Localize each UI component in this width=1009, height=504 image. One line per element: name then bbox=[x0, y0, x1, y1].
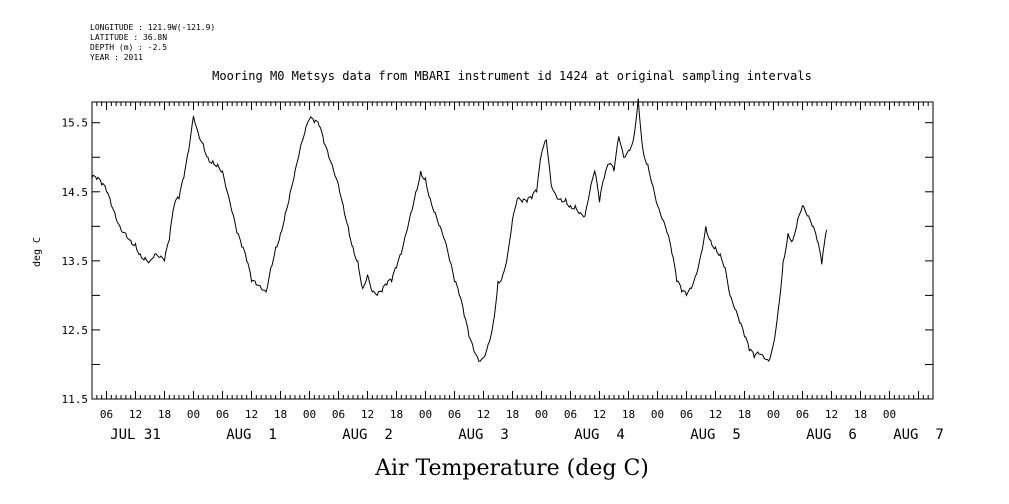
x-tick-label: 18 bbox=[506, 408, 519, 421]
x-axis: 06 12 18 00 06 12 18 00 06 12 18 00 06 12 18 00 06 12 18 00… bbox=[91, 102, 944, 443]
x-tick-label: 12 bbox=[825, 408, 838, 421]
depth-text: DEPTH (m) : -2.5 bbox=[90, 43, 167, 52]
x-tick-label: 12 bbox=[361, 408, 374, 421]
x-tick-label: 12 bbox=[593, 408, 606, 421]
x-tick-label: 06 bbox=[564, 408, 577, 421]
y-tick-label: 11.5 bbox=[62, 393, 89, 406]
x-tick-label: 12 bbox=[129, 408, 142, 421]
x-tick-label: 18 bbox=[390, 408, 403, 421]
x-tick-label: 12 bbox=[477, 408, 490, 421]
x-day-label: AUG 4 bbox=[574, 427, 625, 443]
x-day-label: AUG 5 bbox=[690, 427, 741, 443]
x-tick-label: 00 bbox=[651, 408, 664, 421]
y-tick-label: 12.5 bbox=[62, 324, 89, 337]
x-tick-label: 18 bbox=[274, 408, 287, 421]
x-day-label: AUG 3 bbox=[458, 427, 509, 443]
x-tick-label: 06 bbox=[796, 408, 809, 421]
year-text: YEAR : 2011 bbox=[90, 53, 143, 62]
x-tick-label: 00 bbox=[535, 408, 548, 421]
plot-frame bbox=[91, 101, 934, 400]
x-day-label: AUG 6 bbox=[806, 427, 857, 443]
x-tick-label: 06 bbox=[680, 408, 693, 421]
x-tick-label: 06 bbox=[100, 408, 113, 421]
x-tick-label: 18 bbox=[854, 408, 867, 421]
x-tick-label: 18 bbox=[158, 408, 171, 421]
x-tick-label: 00 bbox=[883, 408, 896, 421]
x-tick-label: 00 bbox=[767, 408, 780, 421]
chart-title: Mooring M0 Metsys data from MBARI instru… bbox=[212, 69, 812, 83]
x-axis-label: Air Temperature (deg C) bbox=[374, 456, 649, 481]
x-day-label: AUG 7 bbox=[893, 427, 944, 443]
x-tick-label: 12 bbox=[245, 408, 258, 421]
metadata-block: LONGITUDE : 121.9W(-121.9) LATITUDE : 36… bbox=[90, 23, 215, 62]
x-tick-label: 06 bbox=[448, 408, 461, 421]
x-tick-label: 18 bbox=[622, 408, 635, 421]
x-tick-label: 18 bbox=[738, 408, 751, 421]
x-day-label: JUL 31 bbox=[110, 427, 161, 443]
x-tick-label: 06 bbox=[216, 408, 229, 421]
x-tick-label: 00 bbox=[187, 408, 200, 421]
x-tick-label: 06 bbox=[332, 408, 345, 421]
y-tick-label: 14.5 bbox=[62, 186, 89, 199]
y-tick-label: 15.5 bbox=[62, 117, 89, 130]
series-line-air-temperature bbox=[91, 98, 828, 362]
y-axis-label: deg C bbox=[32, 237, 43, 267]
x-tick-label: 00 bbox=[303, 408, 316, 421]
x-day-label: AUG 2 bbox=[342, 427, 393, 443]
x-tick-label: 12 bbox=[709, 408, 722, 421]
x-tick-label: 00 bbox=[419, 408, 432, 421]
y-tick-label: 13.5 bbox=[62, 255, 89, 268]
x-day-label: AUG 1 bbox=[226, 427, 277, 443]
y-axis: 11.5 12.5 13.5 14.5 15.5 bbox=[62, 117, 933, 406]
latitude-text: LATITUDE : 36.8N bbox=[90, 33, 167, 42]
longitude-text: LONGITUDE : 121.9W(-121.9) bbox=[90, 23, 215, 32]
